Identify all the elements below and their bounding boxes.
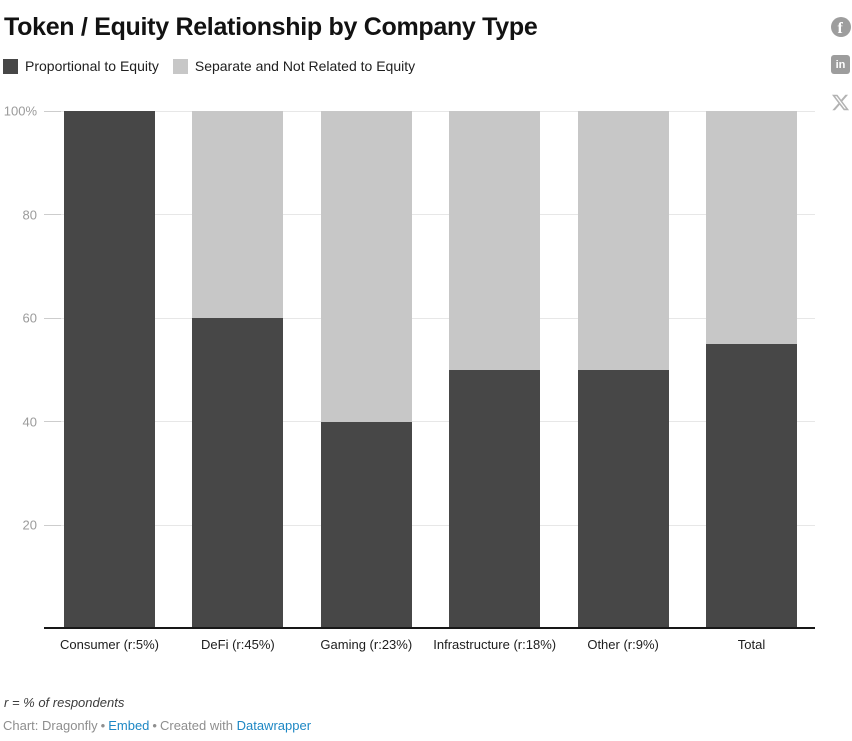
legend-label: Separate and Not Related to Equity <box>194 58 416 74</box>
footnote: r = % of respondents <box>4 695 125 710</box>
x-axis-label-4: Other (r:9%) <box>587 637 659 652</box>
created-with-label: Created with <box>159 718 233 733</box>
page-title: Token / Equity Relationship by Company T… <box>4 13 538 41</box>
y-tick-40 <box>44 421 61 423</box>
bar-segment-proportional[interactable] <box>449 370 541 629</box>
facebook-icon: f <box>830 16 851 37</box>
gridline-20 <box>44 524 815 526</box>
y-tick-100 <box>44 110 61 112</box>
gridline-40 <box>44 421 815 423</box>
datawrapper-link[interactable]: Datawrapper <box>236 718 312 733</box>
bar-segment-proportional[interactable] <box>577 370 669 629</box>
gridline-60 <box>44 317 815 319</box>
x-axis-label-3: Infrastructure (r:18%) <box>433 637 557 652</box>
y-axis-label-40: 40 <box>22 414 37 430</box>
bar-segment-proportional[interactable] <box>64 111 155 629</box>
bar-segment-separate[interactable] <box>449 111 541 370</box>
bar-segment-proportional[interactable] <box>706 344 797 629</box>
legend: Proportional to Equity Separate and Not R… <box>3 58 415 74</box>
x-axis-label-5: Total <box>737 637 766 652</box>
bar-segment-separate[interactable] <box>320 111 412 422</box>
x-axis-label-0: Consumer (r:5%) <box>60 637 159 652</box>
y-axis-label-100: 100% <box>3 103 37 119</box>
x-axis-line <box>44 627 815 629</box>
y-axis-label-60: 60 <box>22 310 37 326</box>
y-axis-label-80: 80 <box>22 207 37 223</box>
legend-label: Proportional to Equity <box>25 58 159 74</box>
x-share-button[interactable] <box>830 92 851 113</box>
legend-swatch <box>172 58 188 74</box>
bar-segment-proportional[interactable] <box>192 318 284 629</box>
linkedin-share-button[interactable]: in <box>830 54 851 75</box>
x-icon <box>831 94 850 111</box>
chart-credit: Chart: Dragonfly <box>3 718 98 733</box>
attribution: Chart: Dragonfly • Embed • Created with Data… <box>3 718 311 733</box>
facebook-share-button[interactable]: f <box>830 16 851 37</box>
gridline-80 <box>44 214 815 216</box>
legend-swatch <box>3 58 18 74</box>
linkedin-icon: in <box>831 55 850 74</box>
gridline-100 <box>44 110 815 112</box>
bar-segment-separate[interactable] <box>706 111 797 345</box>
social-share-column: f in <box>830 16 851 113</box>
bar-segment-separate[interactable] <box>577 111 669 370</box>
y-axis-label-20: 20 <box>22 517 37 533</box>
separator-dot: • <box>100 718 106 733</box>
bar-segment-proportional[interactable] <box>320 421 412 629</box>
embed-link[interactable]: Embed <box>108 718 150 733</box>
y-tick-20 <box>44 524 61 526</box>
legend-item-1: Separate and Not Related to Equity <box>172 58 416 74</box>
x-axis-label-2: Gaming (r:23%) <box>320 637 413 652</box>
y-tick-80 <box>44 214 61 216</box>
legend-item-0: Proportional to Equity <box>3 58 159 74</box>
x-axis-label-1: DeFi (r:45%) <box>201 637 275 652</box>
separator-dot: • <box>152 718 157 733</box>
bar-segment-separate[interactable] <box>192 111 284 319</box>
y-tick-60 <box>44 317 61 319</box>
